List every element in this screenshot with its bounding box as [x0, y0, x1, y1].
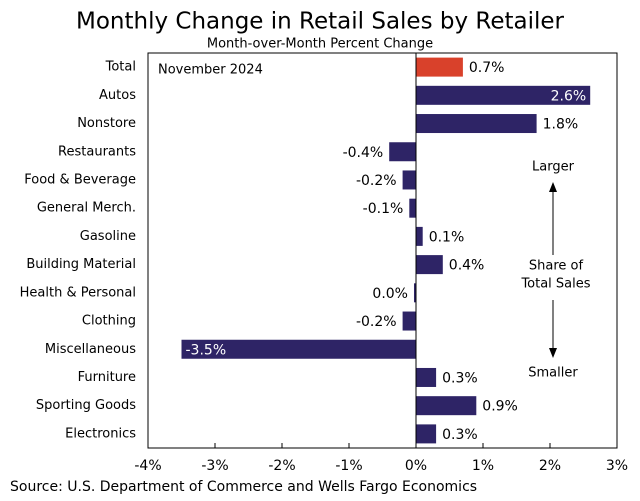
y-tick-label: Electronics: [65, 426, 136, 441]
x-tick-label: -3%: [201, 458, 228, 474]
bar: [402, 311, 416, 331]
y-tick-label: Sporting Goods: [36, 398, 136, 413]
annotation: Share of: [529, 259, 584, 274]
value-label: 2.6%: [551, 88, 587, 104]
x-tick-label: 0%: [405, 458, 427, 474]
value-label: -0.4%: [343, 145, 384, 161]
value-label: 0.4%: [449, 258, 485, 274]
bar: [416, 424, 437, 444]
x-tick-label: 3%: [606, 458, 628, 474]
source: Source: U.S. Department of Commerce and …: [10, 479, 477, 495]
value-label: -0.1%: [363, 201, 404, 217]
x-tick-label: -1%: [335, 458, 362, 474]
bar: [416, 226, 423, 246]
bar: [416, 85, 591, 105]
y-tick-label: Nonstore: [77, 116, 136, 131]
y-tick-label: Food & Beverage: [24, 172, 136, 187]
y-tick-label: Restaurants: [58, 144, 136, 159]
annotation: Smaller: [528, 366, 578, 381]
y-tick-label: Building Material: [26, 257, 136, 272]
chart-subtitle: Month-over-Month Percent Change: [207, 37, 433, 52]
arrow-head: [549, 182, 557, 192]
x-tick-label: 2%: [539, 458, 561, 474]
value-label: 0.7%: [469, 60, 505, 76]
y-tick-label: Gasoline: [80, 229, 136, 244]
value-label: -3.5%: [186, 342, 227, 358]
value-label: 1.8%: [543, 117, 579, 133]
bar: [416, 114, 537, 134]
bar: [416, 57, 463, 77]
bar: [413, 283, 416, 303]
annotation: Total Sales: [520, 277, 590, 292]
annotation: November 2024: [158, 63, 263, 78]
y-tick-label: Autos: [99, 88, 136, 103]
bar: [416, 255, 443, 275]
y-tick-label: Miscellaneous: [45, 342, 136, 357]
bar: [416, 367, 437, 387]
value-label: 0.9%: [482, 399, 518, 415]
bar: [409, 198, 416, 218]
y-tick-label: General Merch.: [37, 201, 136, 216]
value-label: -0.2%: [356, 314, 397, 330]
plot-frame: [147, 52, 618, 449]
y-tick-label: Total: [105, 60, 136, 75]
x-tick-label: -2%: [268, 458, 295, 474]
y-tick-label: Furniture: [78, 370, 136, 385]
value-label: 0.3%: [442, 370, 478, 386]
bar: [181, 339, 416, 359]
annotation: Larger: [532, 160, 575, 175]
value-label: 0.0%: [372, 286, 408, 302]
x-tick-label: -4%: [134, 458, 161, 474]
value-label: -0.2%: [356, 173, 397, 189]
chart-title: Monthly Change in Retail Sales by Retail…: [76, 9, 565, 35]
bar: [402, 170, 416, 190]
x-tick-label: 1%: [472, 458, 494, 474]
bar: [416, 396, 477, 416]
y-tick-label: Clothing: [82, 314, 136, 329]
value-label: 0.3%: [442, 427, 478, 443]
bar: [389, 142, 416, 162]
y-tick-label: Health & Personal: [20, 285, 136, 300]
value-label: 0.1%: [429, 229, 465, 245]
arrow-head: [549, 348, 557, 358]
